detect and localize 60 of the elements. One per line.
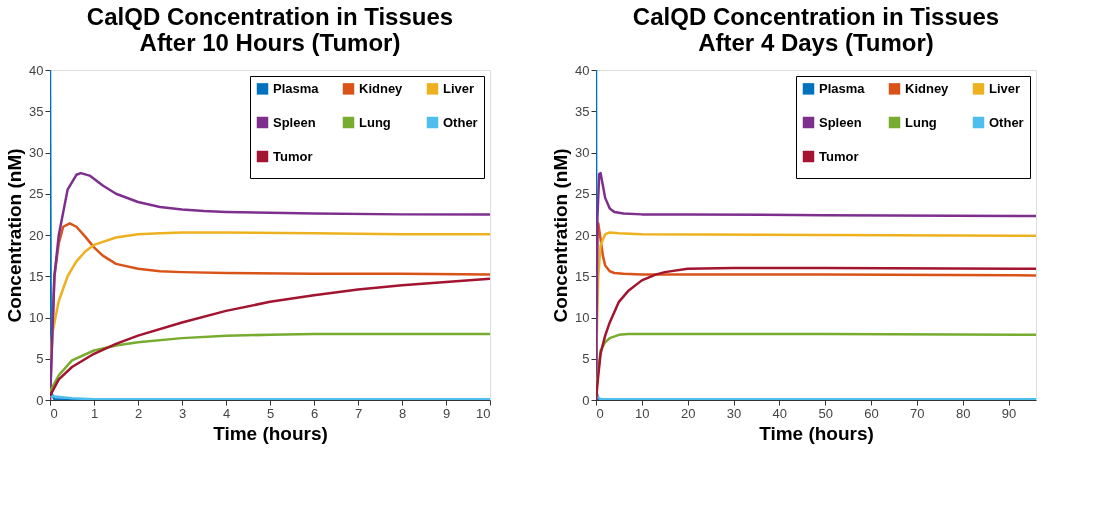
legend-label: Lung <box>359 114 391 130</box>
y-tick-label: 30 <box>29 145 44 160</box>
x-tick-label: 90 <box>1001 405 1017 421</box>
x-axis-title: Time (hours) <box>759 422 874 444</box>
y-tick-label: 35 <box>29 103 44 119</box>
y-tick-label: 15 <box>29 268 44 284</box>
y-tick-label: 20 <box>575 227 590 243</box>
y-tick-label: 10 <box>29 310 44 325</box>
legend-label: Tumor <box>273 148 313 164</box>
y-tick-label: 5 <box>582 351 590 367</box>
y-tick-label: 35 <box>575 103 590 119</box>
x-tick-label: 8 <box>398 405 407 421</box>
x-axis-title: Time (hours) <box>213 422 328 444</box>
x-tick-label: 80 <box>955 405 971 421</box>
y-tick-label: 25 <box>29 186 44 202</box>
legend-label: Plasma <box>273 80 320 96</box>
x-tick-label: 70 <box>910 405 925 421</box>
x-tick-label: 20 <box>680 405 696 421</box>
x-tick-label: 60 <box>864 405 879 421</box>
x-tick-label: 10 <box>476 405 491 421</box>
y-axis-title: Concentration (nM) <box>4 148 26 323</box>
legend-label: Plasma <box>819 80 866 96</box>
x-tick-label: 40 <box>772 405 788 421</box>
x-tick-label: 30 <box>726 405 742 421</box>
legend-label: Liver <box>989 80 1021 96</box>
x-tick-label: 2 <box>134 405 143 421</box>
legend-label: Lung <box>905 114 937 130</box>
legend-label: Other <box>443 114 478 130</box>
y-tick-label: 25 <box>575 186 590 202</box>
y-axis-title: Concentration (nM) <box>550 148 572 323</box>
x-tick-label: 5 <box>266 405 275 421</box>
y-tick-label: 10 <box>575 310 590 325</box>
y-tick-label: 20 <box>29 227 44 243</box>
legend-label: Kidney <box>905 80 950 96</box>
legend-label: Spleen <box>819 114 862 130</box>
x-tick-label: 10 <box>635 405 650 421</box>
y-tick-label: 30 <box>575 145 590 160</box>
y-tick-label: 40 <box>29 62 44 78</box>
legend-label: Liver <box>443 80 475 96</box>
x-tick-label: 0 <box>50 405 58 421</box>
chart-title: CalQD Concentration in Tissues After 10 Hours (Tumor) <box>86 3 454 56</box>
legend-label: Other <box>989 114 1024 130</box>
y-tick-label: 5 <box>36 351 44 367</box>
legend-label: Spleen <box>273 114 316 130</box>
x-tick-label: 7 <box>354 405 363 421</box>
x-tick-label: 9 <box>442 405 451 421</box>
y-tick-label: 0 <box>582 392 590 408</box>
y-tick-label: 0 <box>36 392 44 408</box>
x-tick-label: 0 <box>596 405 604 421</box>
legend-label: Kidney <box>359 80 404 96</box>
line-series <box>50 332 490 393</box>
y-tick-label: 40 <box>575 62 590 78</box>
x-tick-label: 6 <box>310 405 319 421</box>
x-tick-label: 50 <box>818 405 833 421</box>
chart-title: CalQD Concentration in Tissues After 4 Days (Tumor) <box>632 3 1000 56</box>
y-tick-label: 15 <box>575 268 590 284</box>
x-tick-label: 1 <box>90 405 99 421</box>
legend-label: Tumor <box>819 148 859 164</box>
x-tick-label: 3 <box>178 405 187 421</box>
x-tick-label: 4 <box>222 405 231 421</box>
